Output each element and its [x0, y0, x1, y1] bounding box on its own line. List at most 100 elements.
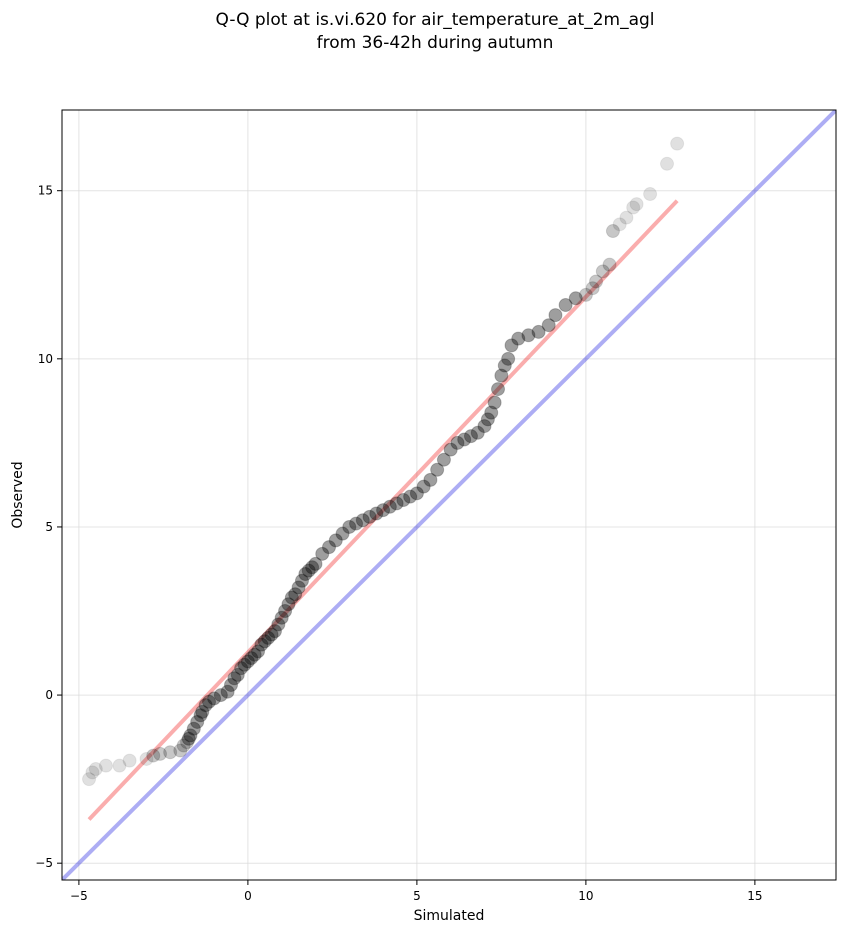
quantile-point: [281, 597, 296, 612]
quantile-point: [251, 644, 266, 659]
quantile-point: [328, 533, 343, 548]
y-tick-label: 15: [38, 184, 53, 198]
quantile-point: [198, 698, 213, 713]
quantile-point: [548, 308, 563, 323]
quantile-point: [193, 708, 208, 723]
quantile-point: [497, 358, 512, 373]
x-tick-label: 0: [244, 889, 252, 903]
quantile-point: [511, 331, 526, 346]
quantile-point: [82, 772, 97, 787]
quantile-point: [409, 486, 424, 501]
quantile-point: [322, 540, 337, 555]
quantile-point: [416, 479, 431, 494]
quantile-point: [298, 567, 313, 582]
quantile-point: [602, 257, 617, 272]
x-tick-label: 15: [747, 889, 762, 903]
x-tick-label: 10: [578, 889, 593, 903]
quantile-point: [487, 395, 502, 410]
quantile-point: [558, 298, 573, 313]
quantile-point: [376, 503, 391, 518]
quantile-point: [450, 435, 465, 450]
quantile-point: [202, 694, 217, 709]
quantile-point: [271, 617, 286, 632]
quantile-point: [88, 762, 103, 777]
quantile-point: [430, 462, 445, 477]
quantile-point: [389, 496, 404, 511]
quantile-point: [220, 684, 235, 699]
quantile-point: [619, 210, 634, 225]
quantile-point: [207, 691, 222, 706]
quantile-point: [261, 630, 276, 645]
quantile-point: [213, 688, 228, 703]
quantile-point: [349, 516, 364, 531]
quantile-point: [227, 671, 242, 686]
quantile-point: [257, 634, 272, 649]
quantile-point: [501, 351, 516, 366]
y-axis-label: Observed: [10, 461, 26, 528]
quantile-point: [163, 745, 178, 760]
quantile-point: [494, 368, 509, 383]
quantile-point: [403, 489, 418, 504]
quantile-point: [153, 746, 168, 761]
identity-line: [62, 110, 836, 880]
quantile-point: [477, 419, 492, 434]
quantile-point: [531, 324, 546, 339]
axis-ticks: −5 0 5 10 15 −5 0 5 10 15: [35, 184, 762, 903]
reference-lines: [62, 110, 836, 880]
quantile-point: [568, 291, 583, 306]
quantile-point: [264, 627, 279, 642]
quantile-point: [176, 738, 191, 753]
quantile-point: [284, 590, 299, 605]
y-tick-label: 5: [45, 520, 53, 534]
x-axis-label: Simulated: [414, 908, 485, 924]
quantile-point: [491, 382, 506, 397]
quantile-point: [643, 187, 658, 202]
quantile-point: [244, 651, 259, 666]
quantile-point: [457, 432, 472, 447]
quantile-point: [85, 765, 100, 780]
quantile-point: [315, 546, 330, 561]
quantile-point: [195, 704, 210, 719]
quantile-point: [301, 563, 316, 578]
quantile-point: [247, 647, 262, 662]
quantile-point: [369, 506, 384, 521]
quantile-point: [274, 610, 289, 625]
quantile-point: [423, 472, 438, 487]
quantile-point: [288, 587, 303, 602]
quantile-point: [541, 318, 556, 333]
quantile-point: [234, 661, 249, 676]
quantile-point: [294, 573, 309, 588]
quantile-point: [180, 735, 195, 750]
quantile-point: [308, 556, 323, 571]
quantile-point: [223, 677, 238, 692]
quantile-point: [230, 667, 245, 682]
quantile-points: [82, 136, 685, 787]
quantile-point: [578, 287, 593, 302]
quantile-point: [237, 657, 252, 672]
y-tick-label: −5: [35, 856, 53, 870]
quantile-point: [463, 429, 478, 444]
quantile-point: [504, 338, 519, 353]
quantile-point: [146, 748, 161, 763]
plot-frame: [61, 109, 837, 881]
x-tick-label: −5: [70, 889, 88, 903]
quantile-point: [480, 412, 495, 427]
quantile-point: [605, 224, 620, 239]
quantile-point: [112, 758, 127, 773]
quantile-point: [595, 264, 610, 279]
quantile-point: [629, 197, 644, 212]
quantile-point: [98, 758, 113, 773]
quantile-point: [470, 425, 485, 440]
quantile-point: [443, 442, 458, 457]
quantile-point: [240, 654, 255, 669]
quantile-point: [278, 604, 293, 619]
quantile-point: [181, 731, 196, 746]
quantile-point: [139, 751, 154, 766]
quantile-point: [122, 753, 137, 768]
quantile-point: [670, 136, 685, 151]
quantile-point: [626, 200, 641, 215]
quantile-point: [589, 274, 604, 289]
quantile-point: [484, 405, 499, 420]
quantile-point: [362, 509, 377, 524]
quantile-point: [436, 452, 451, 467]
